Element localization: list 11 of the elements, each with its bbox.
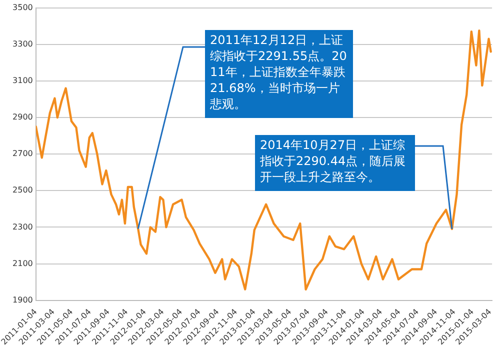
y-tick-label: 3100 [12,76,33,86]
annotation: 2014年10月27日，上证综指收于2290.44点，随后展开一段上升之路至今。 [259,138,406,184]
y-tick-label: 2300 [12,222,33,232]
y-tick-label: 3300 [12,39,33,48]
annotation: 2011年12月12日，上证综指收于2291.55点。2011年，上证指数全年暴跌21.68%，当时市场一片悲观。 [209,33,347,112]
y-tick-label: 1900 [12,295,33,304]
y-tick-label: 2700 [12,149,33,158]
y-tick-label: 2900 [12,112,33,122]
y-tick-label: 3500 [12,2,33,12]
y-tick-label: 2500 [12,186,33,195]
y-tick-label: 2100 [12,258,33,268]
